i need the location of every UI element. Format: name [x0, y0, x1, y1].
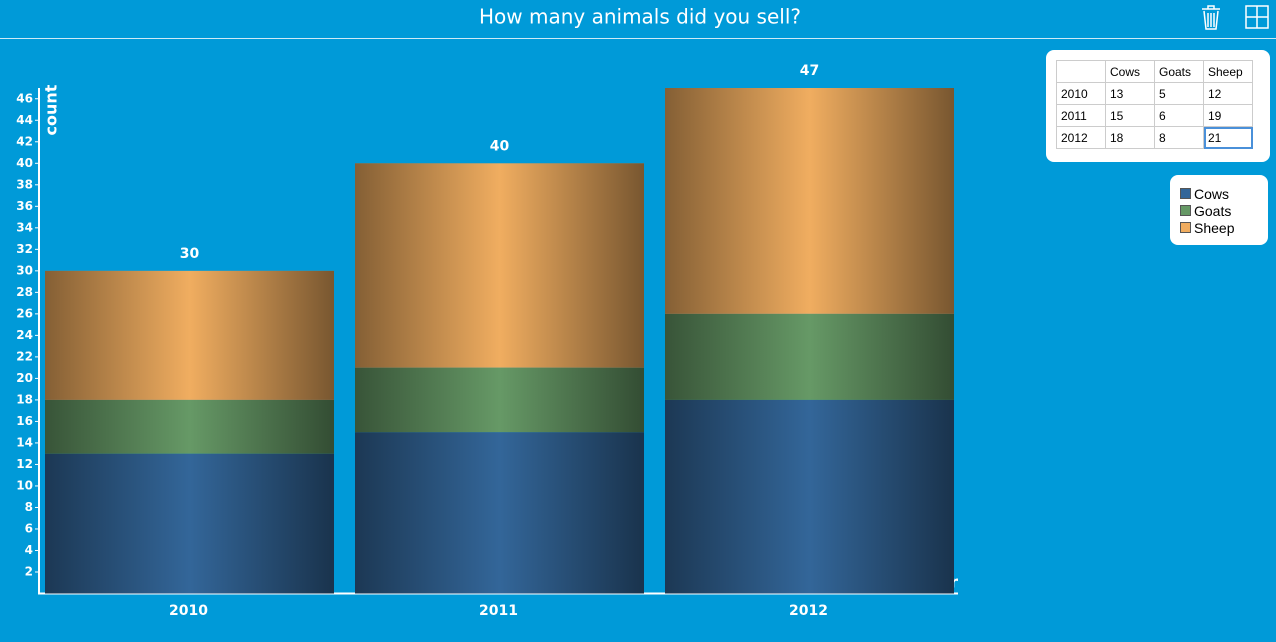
total-label: 40 — [490, 138, 510, 154]
table-cell[interactable]: 5 — [1154, 82, 1204, 105]
legend-entry: Goats — [1180, 202, 1268, 219]
y-tick-label: 36 — [16, 199, 33, 213]
bar-shade — [665, 399, 954, 594]
y-tick-label: 44 — [16, 113, 33, 127]
table-cell[interactable]: 18 — [1105, 126, 1155, 149]
y-tick-label: 16 — [16, 414, 33, 428]
corner-cell — [1056, 60, 1106, 83]
y-tick-label: 24 — [16, 328, 33, 342]
legend-swatch — [1180, 205, 1191, 216]
total-label: 30 — [180, 246, 200, 262]
bar-shade — [665, 88, 954, 314]
row-header: 2011 — [1056, 104, 1106, 127]
legend-entry: Sheep — [1180, 219, 1268, 236]
y-tick-label: 6 — [25, 521, 33, 535]
y-tick-label: 14 — [16, 435, 33, 449]
x-tick-label: 2012 — [789, 603, 828, 619]
bar-shade — [665, 313, 954, 400]
layout-icon[interactable] — [1245, 5, 1269, 29]
bar-shade — [355, 163, 644, 368]
y-tick-label: 4 — [25, 543, 33, 557]
legend-label: Sheep — [1194, 219, 1235, 236]
y-tick-label: 30 — [16, 263, 33, 277]
table-row: 2010 13 5 12 — [1056, 82, 1253, 105]
table-cell[interactable]: 6 — [1154, 104, 1204, 127]
legend-swatch — [1180, 222, 1191, 233]
y-tick-label: 40 — [16, 156, 33, 170]
column-header: Goats — [1154, 60, 1204, 83]
y-tick-label: 38 — [16, 177, 33, 191]
column-header: Sheep — [1203, 60, 1253, 83]
y-tick-label: 46 — [16, 91, 33, 105]
chart-title: How many animals did you sell? — [479, 5, 801, 29]
y-tick-label: 8 — [25, 500, 33, 514]
y-tick-label: 20 — [16, 371, 33, 385]
x-tick-label: 2011 — [479, 603, 518, 619]
total-label: 47 — [800, 63, 819, 79]
table-cell[interactable]: 19 — [1203, 104, 1253, 127]
row-header: 2012 — [1056, 126, 1106, 149]
column-header: Cows — [1105, 60, 1155, 83]
y-tick-label: 12 — [16, 457, 33, 471]
table-cell[interactable]: 15 — [1105, 104, 1155, 127]
data-table: Cows Goats Sheep 2010 13 5 12 2011 15 6 19 2012 1… — [1056, 60, 1253, 149]
y-tick-label: 18 — [16, 392, 33, 406]
bar-shade — [355, 367, 644, 433]
y-tick-label: 22 — [16, 349, 33, 363]
legend: Cows Goats Sheep — [1170, 175, 1268, 245]
y-axis-label: count — [42, 84, 61, 135]
legend-label: Goats — [1194, 202, 1232, 219]
bar-shade — [45, 399, 334, 454]
legend-entry: Cows — [1180, 185, 1268, 202]
y-tick-label: 28 — [16, 285, 33, 299]
table-cell[interactable]: 8 — [1154, 126, 1204, 149]
y-tick-label: 26 — [16, 306, 33, 320]
x-tick-label: 2010 — [169, 603, 208, 619]
y-tick-label: 42 — [16, 134, 33, 148]
y-tick-label: 2 — [25, 564, 33, 578]
y-tick-label: 34 — [16, 220, 33, 234]
legend-label: Cows — [1194, 185, 1230, 202]
bar-shade — [355, 432, 644, 594]
y-tick-label: 32 — [16, 242, 33, 256]
data-table-panel: Cows Goats Sheep 2010 13 5 12 2011 15 6 19 2012 1… — [1046, 50, 1270, 162]
table-row: 2011 15 6 19 — [1056, 104, 1253, 127]
row-header: 2010 — [1056, 82, 1106, 105]
table-cell[interactable]: 21 — [1203, 126, 1253, 149]
table-cell[interactable]: 12 — [1203, 82, 1253, 105]
bar-shade — [45, 453, 334, 594]
bar-shade — [45, 270, 334, 400]
legend-swatch — [1180, 188, 1191, 199]
table-cell[interactable]: 13 — [1105, 82, 1155, 105]
trash-icon[interactable] — [1202, 5, 1220, 30]
table-row: 2012 18 8 21 — [1056, 126, 1253, 149]
y-tick-label: 10 — [16, 478, 33, 492]
